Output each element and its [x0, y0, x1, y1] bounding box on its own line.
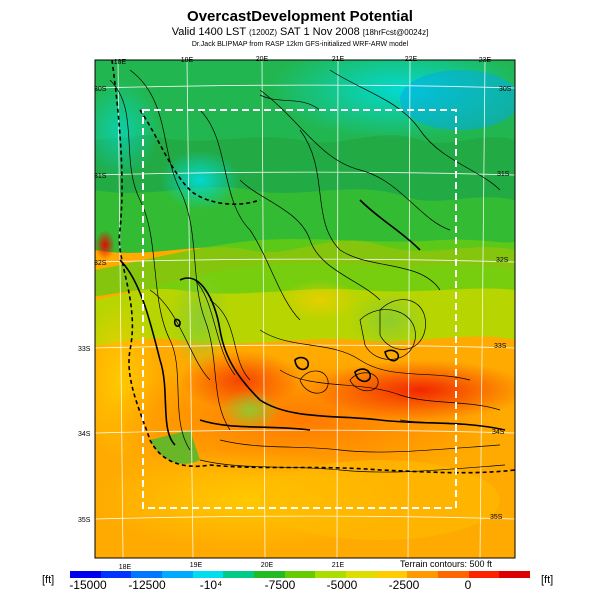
lat-label: 31S — [94, 173, 107, 180]
map-title: OvercastDevelopment Potential — [187, 8, 413, 25]
terrain-note: Terrain contours: 500 ft — [400, 559, 493, 569]
lat-label: 34S — [78, 431, 91, 438]
lat-label: 33S — [494, 343, 507, 350]
lat-label: 33S — [78, 346, 91, 353]
lon-label: 20E — [261, 562, 274, 569]
colorbar-swatch — [70, 571, 101, 578]
colorbar-swatch — [407, 571, 439, 578]
lat-label: 32S — [496, 257, 509, 264]
colorbar-swatch — [468, 571, 500, 578]
domain-border — [142, 109, 457, 509]
colorbar — [70, 571, 531, 578]
lon-label: 21E — [332, 562, 345, 569]
valid-time-utc: (1200Z) — [248, 28, 277, 37]
colorbar-label: -15000 — [69, 578, 107, 592]
colorbar-swatch — [223, 571, 255, 578]
lat-label: 30S — [94, 86, 107, 93]
map-field — [95, 60, 515, 558]
colorbar-swatch — [100, 571, 132, 578]
lon-label: 21E — [332, 56, 345, 63]
colorbar-swatch — [254, 571, 285, 578]
lon-label: 19E — [181, 57, 194, 64]
valid-time: Valid 1400 LST (1200Z) SAT 1 Nov 2008 [1… — [0, 26, 600, 38]
lat-label: 35S — [490, 514, 503, 521]
colorbar-label: -12500 — [128, 578, 166, 592]
left-lat-labels: 30S 31S 32S 33S 34S 35S — [78, 86, 107, 524]
lon-label: 22E — [405, 56, 418, 63]
colorbar-swatch — [438, 571, 469, 578]
colorbar-swatch — [192, 571, 224, 578]
forecast-info: [18hrFcst@0024z] — [362, 28, 429, 37]
colorbar-label: -2500 — [388, 578, 420, 592]
top-lon-labels: 18E 19E 20E 21E 22E 23E — [114, 56, 492, 66]
colorbar-label: -7500 — [264, 578, 296, 592]
lat-label: 30S — [499, 86, 512, 93]
colorbar-unit-right: [ft] — [541, 574, 554, 586]
bottom-lon-labels: 18E 19E 20E 21E — [119, 562, 345, 571]
colorbar-unit-left: [ft] — [42, 574, 55, 586]
lat-label: 31S — [497, 171, 510, 178]
colorbar-label: -5000 — [326, 578, 358, 592]
valid-time-main: Valid 1400 LST — [171, 26, 246, 38]
lon-label: 19E — [190, 562, 203, 569]
lat-label: 34S — [492, 429, 505, 436]
lat-label: 32S — [94, 260, 107, 267]
lon-label: 20E — [256, 56, 269, 63]
colorbar-swatch — [284, 571, 316, 578]
map-frame — [94, 59, 516, 559]
colorbar-swatch — [376, 571, 408, 578]
right-lat-labels: 30S 31S 32S 33S 34S 35S — [490, 86, 512, 521]
lat-label: 35S — [78, 517, 91, 524]
lon-label: 18E — [119, 564, 132, 571]
colorbar-label: 0 — [464, 578, 472, 592]
lon-label: 18E — [114, 59, 127, 66]
colorbar-swatch — [315, 571, 347, 578]
colorbar-swatch — [346, 571, 377, 578]
valid-date: SAT 1 Nov 2008 — [280, 26, 360, 38]
lon-label: 23E — [479, 57, 492, 64]
colorbar-swatch — [499, 571, 531, 578]
colorbar-swatch — [162, 571, 193, 578]
colorbar-label: -10⁴ — [199, 578, 223, 592]
colorbar-swatch — [131, 571, 163, 578]
model-credit: Dr.Jack BLIPMAP from RASP 12km GFS-initi… — [191, 41, 409, 48]
